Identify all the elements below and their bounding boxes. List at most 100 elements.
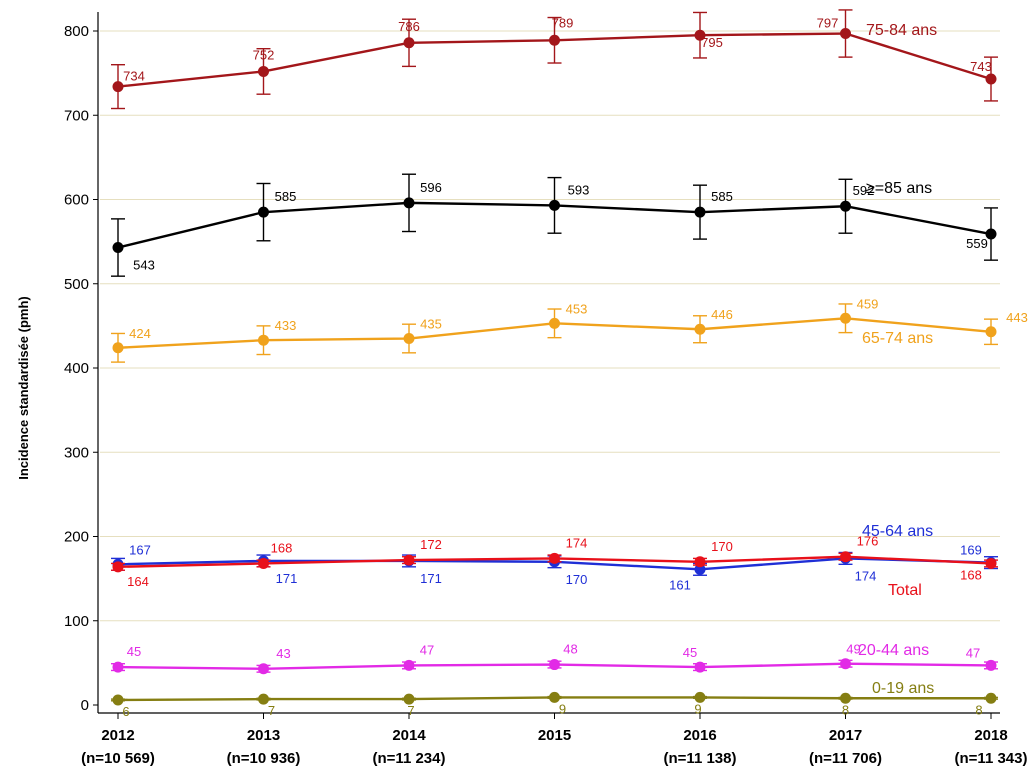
series-≥=85 ans: 543 585 596 593 585 592 559 ≥=85 ans: [111, 174, 998, 276]
data-label: 789: [552, 15, 574, 30]
data-label: 435: [420, 317, 442, 332]
data-point: [258, 66, 269, 77]
data-label: 164: [127, 574, 149, 589]
data-point: [404, 37, 415, 48]
data-point: [695, 207, 706, 218]
data-point: [404, 555, 415, 566]
data-point: [258, 207, 269, 218]
data-point: [549, 553, 560, 564]
data-point: [404, 660, 415, 671]
x-sublabel: (n=10 569): [81, 750, 155, 767]
data-label: 9: [694, 701, 701, 716]
data-point: [549, 200, 560, 211]
x-sublabel: (n=11 234): [373, 750, 446, 767]
data-point: [113, 242, 124, 253]
data-point: [549, 318, 560, 329]
x-tick-label: 2013: [247, 727, 280, 744]
axes: [93, 12, 1000, 719]
data-point: [113, 81, 124, 92]
data-label: 45: [127, 644, 141, 659]
data-label: 795: [701, 35, 723, 50]
data-label: 45: [683, 645, 697, 660]
data-label: 585: [275, 189, 297, 204]
y-tick-label: 300: [64, 444, 89, 461]
data-point: [113, 342, 124, 353]
data-label: 48: [563, 642, 577, 657]
series-label: 75-84 ans: [866, 22, 937, 39]
x-tick-label: 2015: [538, 727, 571, 744]
data-label: 168: [271, 540, 293, 555]
data-label: 7: [268, 703, 275, 718]
data-point: [113, 561, 124, 572]
data-label: 8: [842, 702, 849, 717]
data-label: 174: [566, 535, 588, 550]
data-label: 585: [711, 189, 733, 204]
data-point: [549, 35, 560, 46]
data-point: [549, 659, 560, 670]
data-point: [986, 558, 997, 569]
data-label: 786: [398, 19, 420, 34]
x-tick-label: 2017: [829, 727, 862, 744]
y-tick-label: 100: [64, 613, 89, 630]
data-point: [113, 662, 124, 673]
data-label: 170: [711, 539, 733, 554]
data-point: [986, 74, 997, 85]
data-label: 43: [276, 646, 290, 661]
data-label: 543: [133, 258, 155, 273]
x-tick-label: 2014: [392, 727, 426, 744]
data-label: 752: [253, 47, 275, 62]
y-tick-label: 400: [64, 360, 89, 377]
y-tick-label: 600: [64, 192, 89, 209]
data-point: [840, 28, 851, 39]
data-label: 161: [669, 577, 691, 592]
data-label: 8: [975, 702, 982, 717]
series-75-84 ans: 734 752 786 789 795 797 743 75-84 ans: [111, 10, 998, 109]
x-sublabel: (n=10 936): [227, 750, 301, 767]
series-label: 0-19 ans: [872, 680, 934, 697]
data-point: [258, 558, 269, 569]
data-label: 446: [711, 307, 733, 322]
data-label: 47: [420, 642, 434, 657]
x-tick-label: 2018: [974, 727, 1007, 744]
data-label: 9: [559, 701, 566, 716]
data-point: [986, 326, 997, 337]
data-point: [986, 693, 997, 704]
series-20-44 ans: 45 43 47 48 45 49 47 20-44 ans: [111, 642, 998, 675]
series-layer: 734752786 78979579774375-84 ans543585596 5…: [111, 10, 1028, 719]
data-point: [840, 201, 851, 212]
y-axis-label: Incidence standardisée (pmh): [16, 296, 31, 480]
data-label: 6: [122, 704, 129, 719]
data-point: [695, 556, 706, 567]
y-tick-label: 800: [64, 23, 89, 40]
data-label: 167: [129, 542, 151, 557]
x-sublabel: (n=11 138): [664, 750, 737, 767]
data-point: [986, 660, 997, 671]
data-point: [258, 663, 269, 674]
data-point: [840, 551, 851, 562]
data-point: [695, 324, 706, 335]
data-label: 559: [966, 236, 988, 251]
data-label: 593: [568, 182, 590, 197]
data-label: 734: [123, 69, 145, 84]
y-tick-label: 200: [64, 529, 89, 546]
x-tick-label: 2016: [683, 727, 716, 744]
data-label: 174: [855, 568, 877, 583]
data-label: 169: [960, 543, 982, 558]
data-label: 743: [970, 59, 992, 74]
data-label: 424: [129, 326, 151, 341]
data-label: 176: [857, 534, 879, 549]
data-label: 168: [960, 567, 982, 582]
y-tick-label: 0: [81, 697, 89, 714]
data-label: 443: [1006, 310, 1028, 325]
data-label: 459: [857, 296, 879, 311]
x-tick-label: 2012: [101, 727, 134, 744]
data-label: 171: [276, 571, 298, 586]
data-point: [695, 662, 706, 673]
data-label: 453: [566, 301, 588, 316]
data-point: [840, 313, 851, 324]
series-label: ≥=85 ans: [866, 180, 932, 197]
y-tick-label: 700: [64, 107, 89, 124]
data-point: [840, 658, 851, 669]
data-label: 172: [420, 537, 442, 552]
